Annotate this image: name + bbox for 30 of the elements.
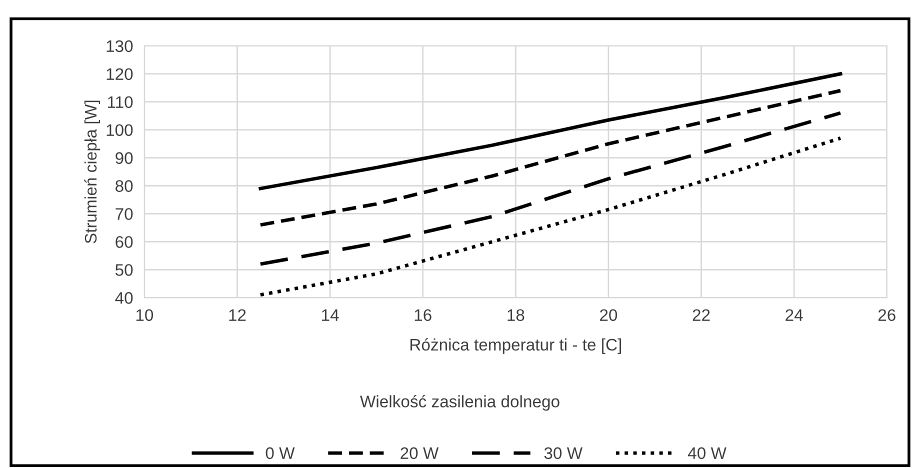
line-series xyxy=(258,88,842,227)
x-tick-label: 14 xyxy=(322,309,339,321)
line-series xyxy=(258,111,842,266)
y-tick-label: 40 xyxy=(115,292,133,304)
x-tick-label: 20 xyxy=(600,309,618,321)
y-tick-label: 110 xyxy=(108,96,133,108)
x-tick-label: 26 xyxy=(878,309,896,321)
y-axis-title: Strumień ciepła [W] xyxy=(84,100,100,244)
line-series xyxy=(258,72,842,190)
legend-label: 30 W xyxy=(544,447,583,460)
legend-label: 0 W xyxy=(266,447,295,460)
y-tick-label: 100 xyxy=(106,124,133,136)
y-tick-label: 130 xyxy=(106,40,133,52)
y-tick-label: 120 xyxy=(106,68,133,80)
y-tick-label: 90 xyxy=(116,152,133,164)
x-tick-label: 12 xyxy=(229,309,246,321)
x-axis-title: Różnica temperatur ti - te [C] xyxy=(410,338,621,354)
x-tick-label: 16 xyxy=(414,309,432,321)
y-tick-label: 60 xyxy=(116,236,133,248)
legend-label: 20 W xyxy=(400,447,439,460)
line-series xyxy=(258,136,842,297)
x-tick-label: 22 xyxy=(692,309,710,321)
legend-title: Wielkość zasilenia dolnego xyxy=(360,394,560,411)
y-tick-label: 50 xyxy=(115,264,133,276)
legend-label: 40 W xyxy=(688,447,726,460)
x-tick-label: 24 xyxy=(786,309,803,321)
x-tick-label: 10 xyxy=(136,309,154,321)
y-tick-label: 70 xyxy=(116,208,133,220)
x-tick-label: 18 xyxy=(508,309,524,321)
y-tick-label: 80 xyxy=(116,180,133,192)
